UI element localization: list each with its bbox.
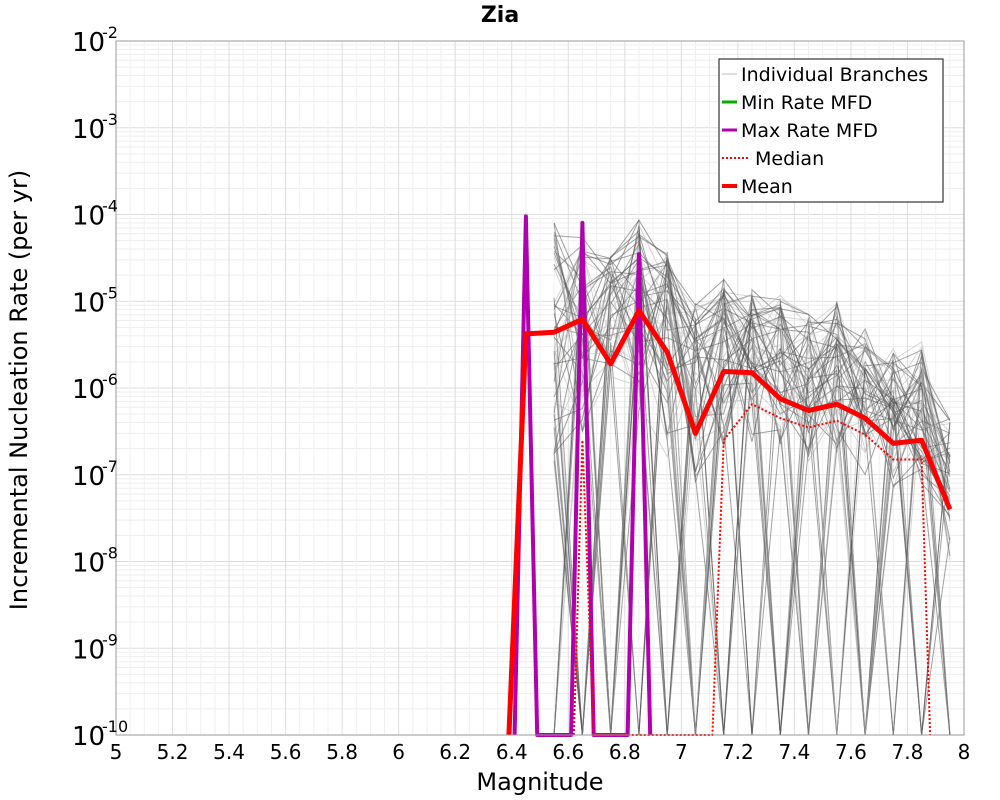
x-tick-label: 5.8: [326, 740, 358, 764]
x-tick-label: 5.4: [213, 740, 245, 764]
y-tick-exponent: -4: [102, 197, 118, 216]
chart-title: Zia: [481, 3, 519, 28]
y-tick-exponent: -6: [102, 370, 118, 389]
y-tick-exponent: -3: [102, 110, 118, 129]
plot-frame: [115, 40, 965, 736]
branch-line: [553, 251, 950, 736]
legend-label: Min Rate MFD: [741, 92, 872, 114]
x-tick-label: 7: [675, 740, 688, 764]
x-tick-label: 7.4: [778, 740, 810, 764]
x-tick-label: 5.6: [270, 740, 302, 764]
y-tick-label: 10: [72, 375, 105, 405]
y-tick-label: 10: [72, 288, 105, 318]
y-tick-exponent: -10: [102, 717, 128, 736]
branch-line: [553, 271, 951, 736]
y-tick-exponent: -5: [102, 283, 118, 302]
branch-line: [553, 246, 951, 736]
y-tick-label: 10: [72, 722, 105, 752]
legend: Individual Branches Min Rate MFD Max Rate …: [718, 58, 944, 203]
y-tick-exponent: -8: [102, 544, 118, 563]
y-tick-label: 10: [72, 28, 105, 58]
y-axis-label: Incremental Nucleation Rate (per yr): [5, 170, 33, 610]
legend-label: Max Rate MFD: [741, 120, 878, 142]
x-tick-label: 8: [958, 740, 971, 764]
y-tick-label: 10: [72, 462, 105, 492]
legend-label: Individual Branches: [741, 64, 928, 86]
y-tick-exponent: -7: [102, 457, 118, 476]
branch-line: [553, 285, 951, 736]
branch-line: [553, 289, 951, 736]
x-tick-label: 6.8: [609, 740, 641, 764]
x-tick-label: 5: [110, 740, 123, 764]
x-tick-label: 6.6: [552, 740, 584, 764]
y-tick-label: 10: [72, 635, 105, 665]
series-line-mean: [506, 308, 953, 736]
x-tick-label: 7.8: [892, 740, 924, 764]
branch-line: [554, 235, 951, 736]
branch-line: [553, 258, 951, 736]
x-axis-ticks: 5 5.2 5.4 5.6 5.8 6 6.2 6.4 6.6 6.8 7 7.2 7.4 7.6 7.8 8: [110, 740, 971, 764]
x-tick-label: 6: [392, 740, 405, 764]
x-tick-label: 5.2: [157, 740, 189, 764]
x-tick-label: 6.2: [439, 740, 471, 764]
series-line-max-rate-mfd: [512, 214, 653, 737]
y-tick-label: 10: [72, 202, 105, 232]
legend-label: Median: [755, 148, 824, 170]
y-tick-label: 10: [72, 115, 105, 145]
legend-box: [718, 58, 944, 203]
x-axis-label: Magnitude: [476, 768, 603, 796]
x-tick-label: 7.2: [722, 740, 754, 764]
branch-line: [553, 238, 951, 736]
x-tick-label: 6.4: [496, 740, 528, 764]
branch-line: [553, 222, 951, 736]
x-tick-label: 7.6: [835, 740, 867, 764]
y-tick-exponent: -2: [102, 23, 118, 42]
y-tick-exponent: -9: [102, 630, 118, 649]
legend-label: Mean: [741, 176, 793, 198]
branch-line: [553, 303, 951, 736]
y-tick-label: 10: [72, 549, 105, 579]
